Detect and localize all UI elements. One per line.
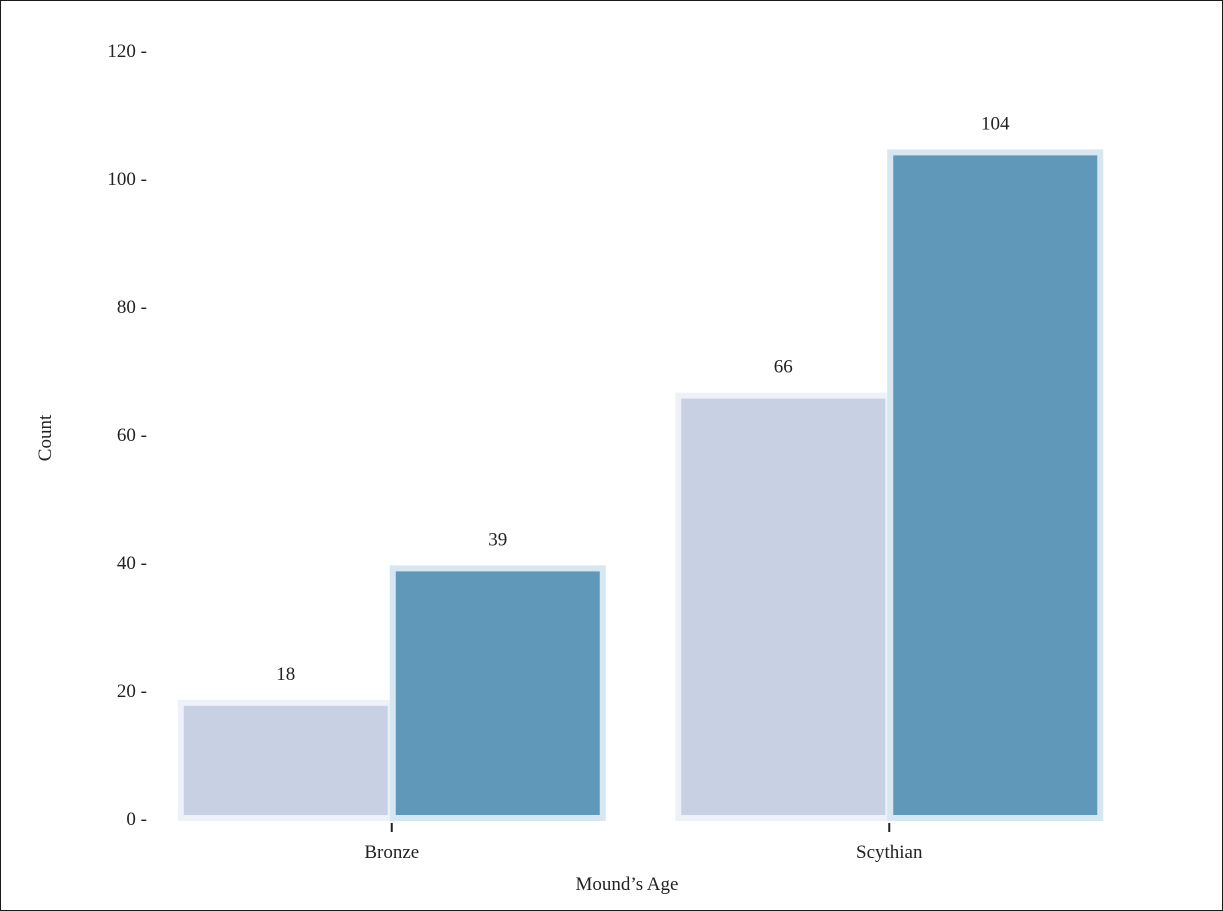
bar-scythian-series-2 [887,149,1104,821]
bar-bronze-series-2 [389,565,606,822]
y-tick-label: 100 - [107,169,147,190]
x-tick-label: Scythian [856,842,923,863]
data-label: 66 [774,357,793,378]
x-tick-label: Bronze [364,842,419,863]
x-axis: Bronze Scythian [364,823,923,863]
y-tick-label: 60 - [117,425,147,446]
y-tick-label: 0 - [126,809,147,830]
data-label: 18 [276,664,295,685]
data-labels: 18 39 66 104 [276,113,1010,684]
data-label: 104 [981,113,1010,134]
y-tick-label: 40 - [117,553,147,574]
data-label: 39 [488,529,507,550]
x-axis-title: Mound’s Age [576,874,679,895]
y-axis-title: Count [35,414,56,461]
y-axis: 0 - 20 - 40 - 60 - 80 - 100 - 120 - [107,41,147,830]
y-tick-label: 120 - [107,41,147,62]
bar-bronze-series-1 [177,699,394,821]
bars [177,149,1104,822]
bar-scythian-series-1 [675,392,892,821]
y-tick-label: 20 - [117,681,147,702]
y-tick-label: 80 - [117,297,147,318]
